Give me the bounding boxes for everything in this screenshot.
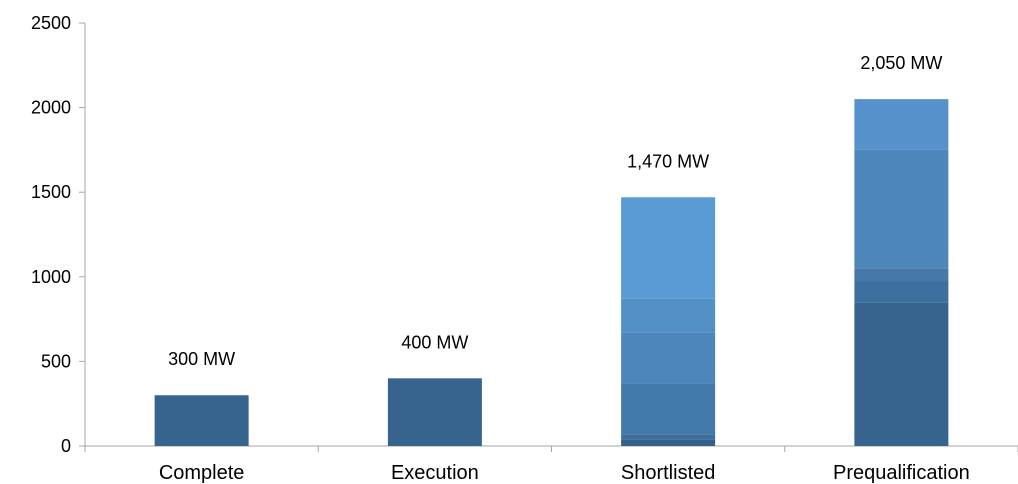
bar-stack-complete <box>154 395 249 446</box>
bar-total-label: 1,470 MW <box>627 151 709 171</box>
bar-segment <box>854 302 949 446</box>
x-category-label: Execution <box>391 462 479 484</box>
y-tick-label: 2500 <box>31 13 71 33</box>
bar-total-label: 2,050 MW <box>860 53 942 73</box>
bar-stack-execution <box>387 378 482 446</box>
data-labels: 300 MW 400 MW 1,470 MW 2,050 MW <box>168 53 942 369</box>
bar-segment <box>621 332 716 384</box>
bar-segment <box>621 383 716 435</box>
bar-segment <box>854 99 949 150</box>
bar-segment <box>621 439 716 446</box>
bar-total-label: 400 MW <box>401 332 468 352</box>
bar-stack-shortlisted <box>621 197 716 446</box>
y-axis: 0 500 1000 1500 2000 2500 <box>31 13 86 456</box>
x-axis: Complete Execution Shortlisted Prequalifica… <box>84 445 1018 484</box>
bar-segment <box>854 149 949 269</box>
bar-stack-prequalification <box>854 99 949 446</box>
y-tick-label: 0 <box>61 436 71 456</box>
x-category-label: Prequalification <box>833 462 970 484</box>
bar-segment <box>154 395 249 446</box>
x-category-label: Complete <box>159 462 245 484</box>
bars <box>154 99 949 446</box>
y-tick-label: 2000 <box>31 98 71 118</box>
y-tick-label: 1500 <box>31 182 71 202</box>
bar-segment <box>387 378 482 446</box>
bar-segment <box>621 298 716 333</box>
y-tick-label: 1000 <box>31 267 71 287</box>
bar-segment <box>854 281 949 303</box>
bar-segment <box>621 434 716 440</box>
bar-total-label: 300 MW <box>168 349 235 369</box>
y-tick-label: 500 <box>41 351 71 371</box>
bar-segment <box>854 268 949 282</box>
x-category-label: Shortlisted <box>621 462 716 484</box>
bar-segment <box>621 197 716 299</box>
